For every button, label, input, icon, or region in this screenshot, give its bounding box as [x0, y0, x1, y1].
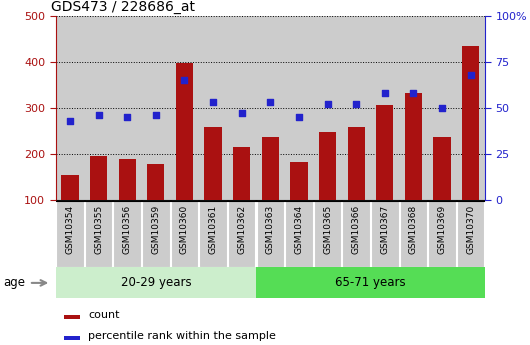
- Bar: [119, 159, 136, 246]
- Bar: [142, 201, 170, 267]
- Bar: [256, 16, 285, 200]
- Point: [438, 105, 446, 110]
- Text: GSM10364: GSM10364: [295, 205, 303, 254]
- Bar: [313, 16, 342, 200]
- Bar: [56, 201, 84, 267]
- Bar: [376, 105, 393, 246]
- Bar: [290, 162, 307, 246]
- Text: percentile rank within the sample: percentile rank within the sample: [89, 331, 276, 341]
- Point: [209, 99, 217, 105]
- Text: GSM10356: GSM10356: [123, 205, 131, 254]
- Bar: [285, 201, 313, 267]
- Text: GSM10355: GSM10355: [94, 205, 103, 254]
- Text: GSM10359: GSM10359: [152, 205, 160, 254]
- Text: GSM10354: GSM10354: [66, 205, 74, 254]
- Bar: [405, 93, 422, 246]
- Text: GSM10360: GSM10360: [180, 205, 189, 254]
- Bar: [90, 156, 107, 246]
- Bar: [64, 336, 80, 339]
- Bar: [170, 16, 199, 200]
- Point: [323, 101, 332, 107]
- Text: GSM10367: GSM10367: [381, 205, 389, 254]
- Bar: [399, 16, 428, 200]
- Bar: [371, 201, 399, 267]
- Text: GSM10366: GSM10366: [352, 205, 360, 254]
- Point: [152, 112, 160, 118]
- Text: GSM10361: GSM10361: [209, 205, 217, 254]
- Bar: [113, 16, 142, 200]
- Bar: [314, 201, 341, 267]
- Bar: [199, 201, 227, 267]
- Text: 65-71 years: 65-71 years: [335, 276, 406, 289]
- Bar: [348, 127, 365, 246]
- Bar: [199, 16, 227, 200]
- Point: [66, 118, 74, 124]
- Bar: [457, 201, 484, 267]
- Bar: [147, 164, 164, 246]
- Text: GSM10362: GSM10362: [237, 205, 246, 254]
- Bar: [370, 16, 399, 200]
- Text: 20-29 years: 20-29 years: [120, 276, 191, 289]
- Bar: [228, 201, 255, 267]
- Point: [180, 77, 189, 83]
- Bar: [233, 147, 250, 246]
- Bar: [456, 16, 485, 200]
- Text: GSM10369: GSM10369: [438, 205, 446, 254]
- Bar: [342, 201, 370, 267]
- Bar: [56, 267, 256, 298]
- Bar: [64, 315, 80, 319]
- Text: GDS473 / 228686_at: GDS473 / 228686_at: [51, 0, 196, 14]
- Point: [466, 72, 475, 77]
- Bar: [142, 16, 170, 200]
- Text: GSM10363: GSM10363: [266, 205, 275, 254]
- Point: [266, 99, 275, 105]
- Bar: [56, 16, 84, 200]
- Text: GSM10370: GSM10370: [466, 205, 475, 254]
- Bar: [227, 16, 256, 200]
- Point: [409, 90, 418, 96]
- Bar: [176, 62, 193, 246]
- Bar: [113, 201, 141, 267]
- Text: age: age: [3, 276, 25, 289]
- Point: [381, 90, 389, 96]
- Bar: [342, 16, 370, 200]
- Text: GSM10368: GSM10368: [409, 205, 418, 254]
- Bar: [85, 201, 112, 267]
- Bar: [171, 201, 198, 267]
- Bar: [285, 16, 313, 200]
- Text: GSM10365: GSM10365: [323, 205, 332, 254]
- Text: count: count: [89, 310, 120, 320]
- Bar: [205, 127, 222, 246]
- Bar: [262, 137, 279, 246]
- Point: [295, 114, 303, 120]
- Bar: [319, 132, 336, 246]
- Point: [237, 111, 246, 116]
- Bar: [61, 175, 78, 246]
- Bar: [428, 201, 456, 267]
- Bar: [462, 46, 479, 246]
- Bar: [434, 137, 450, 246]
- Bar: [256, 267, 485, 298]
- Bar: [428, 16, 456, 200]
- Point: [352, 101, 360, 107]
- Point: [123, 114, 131, 120]
- Point: [94, 112, 103, 118]
- Bar: [400, 201, 427, 267]
- Bar: [84, 16, 113, 200]
- Bar: [257, 201, 284, 267]
